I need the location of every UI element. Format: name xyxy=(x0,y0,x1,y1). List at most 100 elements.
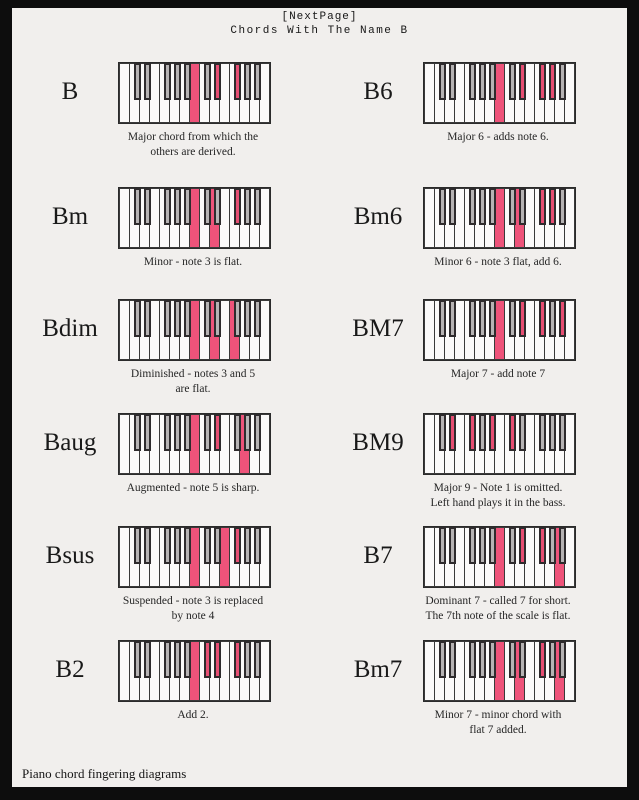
black-key-a-sharp-1 xyxy=(184,641,191,678)
black-key-f-sharp-1 xyxy=(164,641,171,678)
black-key-a-sharp-1 xyxy=(184,188,191,225)
chord-label: BM9 xyxy=(352,429,404,456)
black-key-c-sharp-1 xyxy=(134,527,141,564)
black-key-a-sharp-2 xyxy=(559,300,566,337)
chord-label: B xyxy=(61,78,79,105)
black-key-f-sharp-1 xyxy=(164,300,171,337)
black-key-f-sharp-1 xyxy=(164,188,171,225)
black-key-g-sharp-2 xyxy=(549,188,556,225)
black-key-a-sharp-1 xyxy=(184,414,191,451)
black-key-c-sharp-2 xyxy=(204,414,211,451)
black-key-f-sharp-2 xyxy=(234,414,241,451)
black-key-a-sharp-2 xyxy=(559,414,566,451)
black-key-d-sharp-2 xyxy=(214,300,221,337)
black-key-c-sharp-1 xyxy=(439,63,446,100)
black-key-a-sharp-2 xyxy=(559,188,566,225)
black-key-f-sharp-1 xyxy=(469,641,476,678)
black-key-g-sharp-1 xyxy=(479,414,486,451)
black-key-a-sharp-2 xyxy=(254,641,261,678)
black-key-c-sharp-1 xyxy=(439,188,446,225)
black-key-d-sharp-1 xyxy=(449,641,456,678)
black-key-c-sharp-2 xyxy=(509,641,516,678)
black-key-c-sharp-2 xyxy=(204,188,211,225)
black-key-f-sharp-2 xyxy=(234,527,241,564)
black-key-c-sharp-1 xyxy=(134,414,141,451)
chord-caption: Add 2. xyxy=(177,709,209,721)
black-key-g-sharp-1 xyxy=(479,527,486,564)
black-key-c-sharp-1 xyxy=(134,188,141,225)
black-key-f-sharp-2 xyxy=(234,641,241,678)
chord-caption: Major 7 - add note 7 xyxy=(450,368,546,380)
black-key-d-sharp-1 xyxy=(144,641,151,678)
black-key-g-sharp-2 xyxy=(244,188,251,225)
piano-keyboard-diagram xyxy=(423,187,576,249)
black-key-a-sharp-1 xyxy=(184,63,191,100)
black-key-a-sharp-2 xyxy=(559,527,566,564)
piano-keyboard-diagram xyxy=(423,62,576,124)
black-key-a-sharp-1 xyxy=(489,188,496,225)
black-key-f-sharp-2 xyxy=(539,300,546,337)
chord-label: Bdim xyxy=(42,315,98,342)
chord-caption: Major chord from which the others are de… xyxy=(127,131,259,158)
chord-label: B2 xyxy=(55,656,85,683)
black-key-c-sharp-1 xyxy=(439,414,446,451)
black-key-c-sharp-2 xyxy=(509,63,516,100)
black-key-g-sharp-1 xyxy=(479,300,486,337)
black-key-c-sharp-2 xyxy=(204,300,211,337)
black-key-f-sharp-2 xyxy=(539,63,546,100)
black-key-d-sharp-1 xyxy=(449,414,456,451)
black-key-f-sharp-2 xyxy=(234,188,241,225)
black-key-c-sharp-2 xyxy=(204,63,211,100)
chord-caption: Augmented - note 5 is sharp. xyxy=(126,482,260,494)
black-key-a-sharp-1 xyxy=(489,63,496,100)
chord-caption: Minor 6 - note 3 flat, add 6. xyxy=(434,256,562,268)
black-key-g-sharp-1 xyxy=(174,414,181,451)
black-key-a-sharp-2 xyxy=(254,63,261,100)
black-key-c-sharp-1 xyxy=(134,641,141,678)
black-key-g-sharp-1 xyxy=(174,188,181,225)
black-key-a-sharp-1 xyxy=(184,300,191,337)
black-key-d-sharp-2 xyxy=(519,300,526,337)
piano-keyboard-diagram xyxy=(423,413,576,475)
black-key-d-sharp-1 xyxy=(449,188,456,225)
black-key-a-sharp-1 xyxy=(489,414,496,451)
chord-caption: Dominant 7 - called 7 for short. The 7th… xyxy=(425,595,571,622)
black-key-a-sharp-2 xyxy=(254,300,261,337)
black-key-f-sharp-1 xyxy=(164,63,171,100)
black-key-a-sharp-1 xyxy=(184,527,191,564)
black-key-f-sharp-2 xyxy=(234,300,241,337)
black-key-a-sharp-2 xyxy=(254,414,261,451)
black-key-d-sharp-2 xyxy=(519,527,526,564)
black-key-g-sharp-2 xyxy=(244,300,251,337)
chord-label: Bsus xyxy=(45,542,95,569)
black-key-d-sharp-1 xyxy=(144,414,151,451)
black-key-g-sharp-2 xyxy=(549,641,556,678)
chord-label: Baug xyxy=(43,429,97,456)
piano-keyboard-diagram xyxy=(423,526,576,588)
black-key-g-sharp-2 xyxy=(244,63,251,100)
black-key-c-sharp-1 xyxy=(134,300,141,337)
black-key-f-sharp-2 xyxy=(234,63,241,100)
black-key-g-sharp-1 xyxy=(479,63,486,100)
black-key-c-sharp-1 xyxy=(439,641,446,678)
black-key-f-sharp-1 xyxy=(164,414,171,451)
black-key-g-sharp-2 xyxy=(549,414,556,451)
page-title: Chords With The Name B xyxy=(230,25,409,37)
black-key-f-sharp-1 xyxy=(469,188,476,225)
black-key-f-sharp-1 xyxy=(469,63,476,100)
piano-keyboard-diagram xyxy=(118,187,271,249)
chord-caption: Minor 7 - minor chord with flat 7 added. xyxy=(434,709,562,736)
chord-label: B6 xyxy=(363,78,393,105)
piano-keyboard-diagram xyxy=(423,299,576,361)
black-key-g-sharp-1 xyxy=(174,300,181,337)
piano-keyboard-diagram xyxy=(118,526,271,588)
piano-keyboard-diagram xyxy=(423,640,576,702)
black-key-c-sharp-1 xyxy=(439,300,446,337)
black-key-d-sharp-1 xyxy=(449,63,456,100)
black-key-g-sharp-2 xyxy=(244,414,251,451)
black-key-d-sharp-2 xyxy=(519,188,526,225)
chord-caption: Major 9 - Note 1 is omitted. Left hand p… xyxy=(430,482,566,509)
black-key-a-sharp-2 xyxy=(254,527,261,564)
black-key-f-sharp-1 xyxy=(469,527,476,564)
black-key-a-sharp-2 xyxy=(254,188,261,225)
